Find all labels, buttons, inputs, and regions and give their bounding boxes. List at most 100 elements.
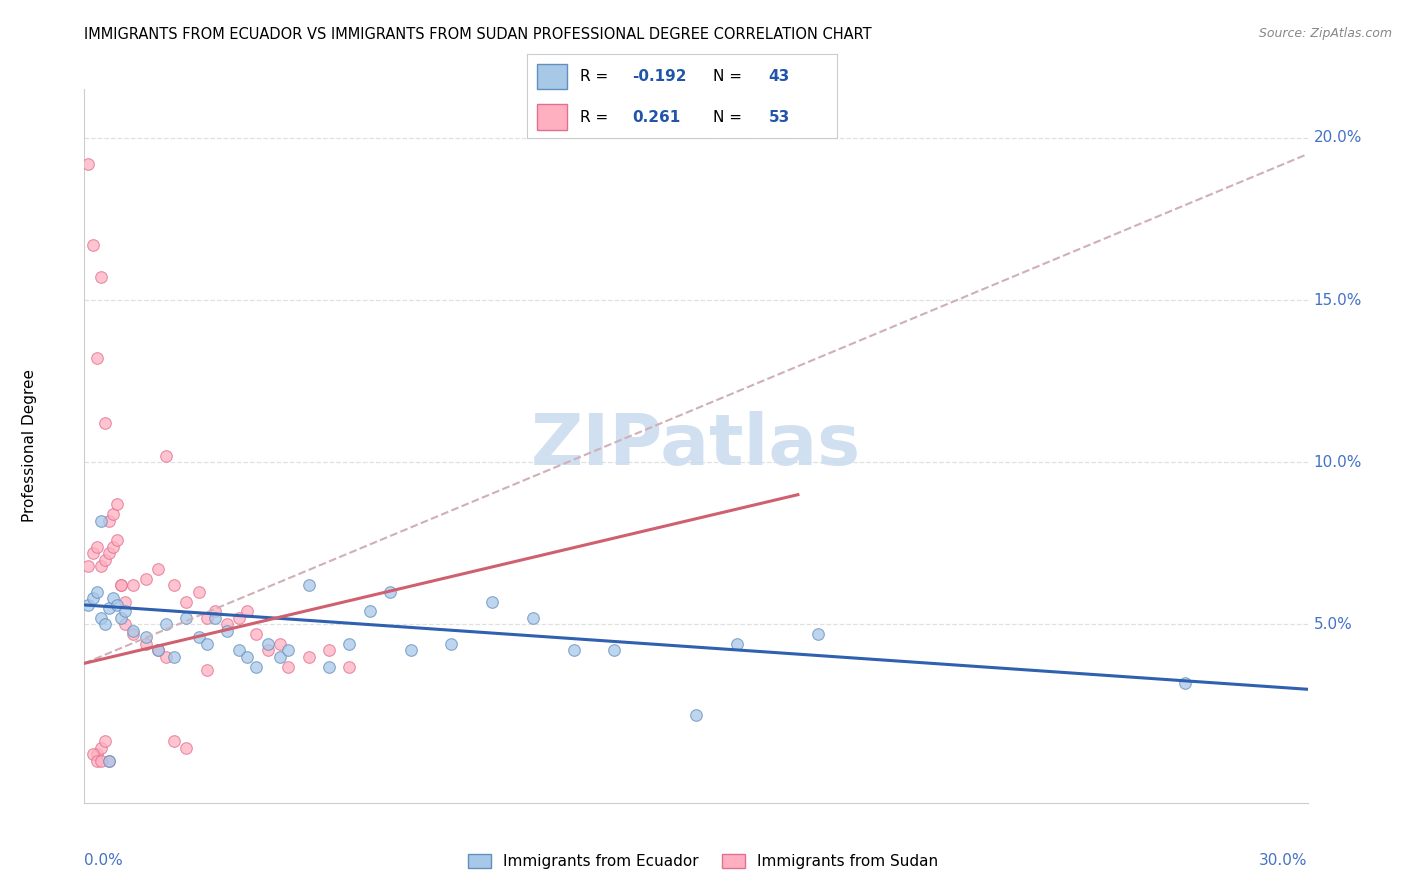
- Point: [90, 754, 112, 768]
- Point: [163, 649, 186, 664]
- FancyBboxPatch shape: [537, 63, 568, 89]
- Point: [236, 604, 259, 618]
- Point: [257, 637, 280, 651]
- Point: [105, 533, 128, 547]
- Point: [562, 643, 585, 657]
- Point: [82, 546, 104, 560]
- Text: 30.0%: 30.0%: [1260, 853, 1308, 868]
- Point: [77, 157, 100, 171]
- Point: [82, 747, 104, 761]
- Text: R =: R =: [579, 69, 607, 84]
- Point: [90, 740, 112, 755]
- Point: [380, 585, 402, 599]
- Text: 0.261: 0.261: [633, 110, 681, 125]
- Point: [93, 617, 115, 632]
- Point: [86, 585, 108, 599]
- Point: [97, 754, 120, 768]
- Point: [163, 734, 186, 748]
- Point: [195, 663, 218, 677]
- Point: [114, 617, 136, 632]
- Point: [77, 598, 100, 612]
- Text: Source: ZipAtlas.com: Source: ZipAtlas.com: [1258, 27, 1392, 40]
- Point: [105, 598, 128, 612]
- Point: [174, 611, 197, 625]
- Text: 10.0%: 10.0%: [1313, 455, 1362, 470]
- Point: [82, 238, 104, 252]
- Point: [603, 643, 626, 657]
- Point: [298, 578, 321, 592]
- Text: N =: N =: [713, 69, 742, 84]
- Point: [122, 578, 145, 592]
- Point: [97, 601, 120, 615]
- Point: [725, 637, 748, 651]
- Point: [90, 559, 112, 574]
- Point: [217, 617, 239, 632]
- Text: 20.0%: 20.0%: [1313, 130, 1362, 145]
- Point: [174, 740, 197, 755]
- Point: [187, 585, 209, 599]
- Point: [93, 417, 115, 431]
- Point: [97, 514, 120, 528]
- Point: [122, 624, 145, 638]
- Point: [298, 649, 321, 664]
- Point: [155, 649, 177, 664]
- FancyBboxPatch shape: [537, 104, 568, 130]
- Point: [440, 637, 463, 651]
- Text: R =: R =: [579, 110, 607, 125]
- Point: [318, 643, 340, 657]
- Point: [97, 754, 120, 768]
- Point: [245, 627, 267, 641]
- Point: [101, 540, 124, 554]
- Point: [105, 497, 128, 511]
- Point: [204, 611, 226, 625]
- Point: [163, 578, 186, 592]
- Point: [269, 649, 291, 664]
- Text: 0.0%: 0.0%: [84, 853, 124, 868]
- Point: [1174, 675, 1197, 690]
- Point: [122, 627, 145, 641]
- Point: [217, 624, 239, 638]
- Point: [228, 611, 250, 625]
- Point: [110, 578, 132, 592]
- Point: [86, 351, 108, 366]
- Point: [93, 552, 115, 566]
- Point: [195, 611, 218, 625]
- Point: [82, 591, 104, 606]
- Point: [228, 643, 250, 657]
- Point: [277, 659, 299, 673]
- Point: [245, 659, 267, 673]
- Point: [339, 637, 360, 651]
- Point: [110, 578, 132, 592]
- Point: [195, 637, 218, 651]
- Point: [146, 643, 169, 657]
- Text: -0.192: -0.192: [633, 69, 688, 84]
- Point: [97, 546, 120, 560]
- Point: [339, 659, 360, 673]
- Legend: Immigrants from Ecuador, Immigrants from Sudan: Immigrants from Ecuador, Immigrants from…: [463, 847, 943, 875]
- Point: [277, 643, 299, 657]
- Point: [90, 611, 112, 625]
- Point: [110, 611, 132, 625]
- Point: [318, 659, 340, 673]
- Text: 43: 43: [769, 69, 790, 84]
- Point: [114, 604, 136, 618]
- Point: [481, 595, 503, 609]
- Point: [204, 604, 226, 618]
- Point: [807, 627, 830, 641]
- Text: 5.0%: 5.0%: [1313, 617, 1353, 632]
- Point: [174, 595, 197, 609]
- Point: [93, 734, 115, 748]
- Point: [155, 449, 177, 463]
- Point: [685, 708, 707, 723]
- Point: [146, 562, 169, 576]
- Point: [155, 617, 177, 632]
- Point: [86, 754, 108, 768]
- Point: [90, 514, 112, 528]
- Point: [101, 591, 124, 606]
- Point: [135, 572, 157, 586]
- Point: [90, 270, 112, 285]
- Point: [522, 611, 544, 625]
- Point: [101, 507, 124, 521]
- Text: IMMIGRANTS FROM ECUADOR VS IMMIGRANTS FROM SUDAN PROFESSIONAL DEGREE CORRELATION: IMMIGRANTS FROM ECUADOR VS IMMIGRANTS FR…: [84, 27, 872, 42]
- Point: [257, 643, 280, 657]
